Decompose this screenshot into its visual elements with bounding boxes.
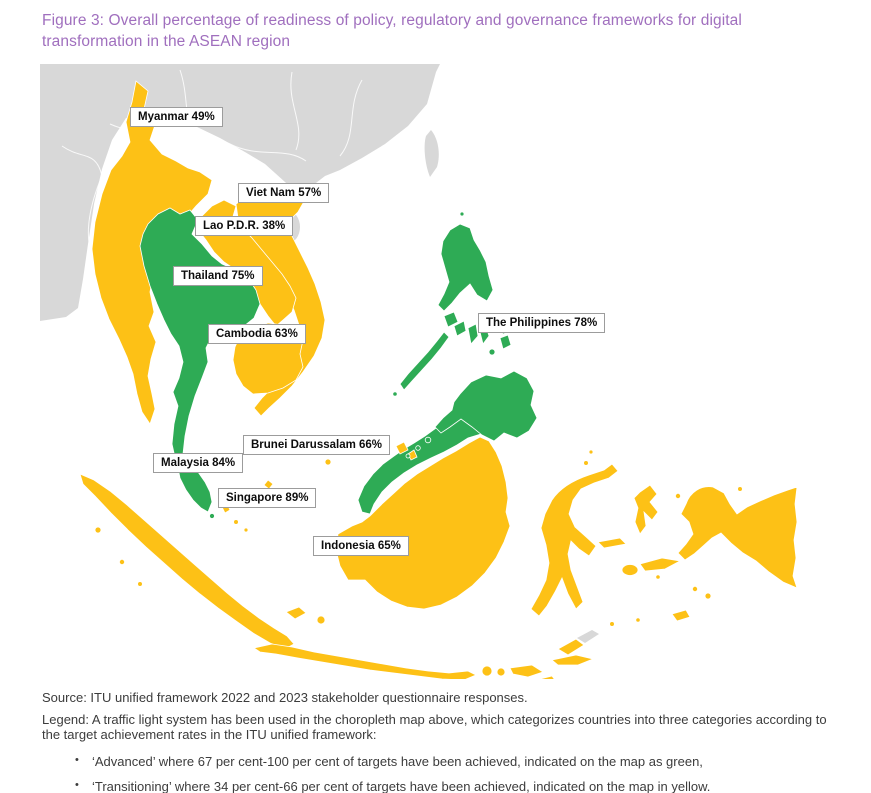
babuyan-island [459, 211, 465, 217]
china-india-shape [40, 64, 440, 321]
java-shape [252, 643, 477, 679]
figure-title: Figure 3: Overall percentage of readines… [42, 12, 742, 50]
taiwan-shape [424, 130, 439, 177]
singapore-shape [209, 513, 215, 519]
source-note: Source: ITU unified framework 2022 and 2… [42, 690, 528, 705]
brunei-shape-2 [407, 449, 418, 461]
seram-shape [639, 557, 682, 572]
balabac-island [392, 391, 398, 397]
babar-island [635, 617, 641, 623]
kalimantan-shape [335, 436, 511, 610]
aru-island [704, 592, 712, 600]
ambon-island [655, 574, 661, 580]
mentawai-island-2 [137, 581, 143, 587]
bangka-shape [285, 606, 307, 620]
mindanao-shape [434, 370, 538, 442]
bali-shape [481, 665, 493, 677]
small-sea-islands [221, 458, 332, 533]
indonesia-west-islands [79, 473, 599, 679]
neighbor-landmass [40, 64, 440, 321]
tanimbar-shape [671, 609, 691, 622]
sumatra-shape [79, 473, 295, 650]
sula-islands-shape [597, 537, 627, 549]
halmahera-shape [633, 484, 659, 535]
sumbawa-shape [509, 664, 544, 678]
country-label-laos: Lao P.D.R. 38% [195, 216, 294, 236]
sangihe-island [583, 460, 589, 466]
legend-bullet-transitioning: • ‘Transitioning’ where 34 per cent-66 p… [42, 779, 844, 793]
country-label-thailand: Thailand 75% [173, 266, 263, 286]
bullet-icon: • [75, 753, 79, 766]
riau-island-3 [243, 527, 249, 533]
indonesia-east-islands [530, 449, 798, 627]
biak-island [737, 486, 743, 492]
province-border-line [339, 79, 363, 157]
flores-shape [551, 654, 595, 666]
legend-bullet-transitioning-text: ‘Transitioning’ where 34 per cent-66 per… [92, 779, 711, 793]
luzon-shape [437, 223, 494, 312]
raja-ampat-island [675, 492, 682, 499]
legend-bullet-advanced: • ‘Advanced’ where 67 per cent-100 per c… [42, 754, 844, 770]
legend-bullet-advanced-text: ‘Advanced’ where 67 per cent-100 per cen… [92, 753, 703, 769]
province-border-line [290, 71, 300, 151]
sulawesi-shape [530, 463, 619, 617]
west-timor-shape [557, 638, 585, 656]
legend-intro: Legend: A traffic light system has been … [42, 711, 827, 743]
asean-choropleth-map: Myanmar 49% Viet Nam 57% Lao P.D.R. 38% … [40, 64, 830, 679]
lombok-shape [496, 667, 506, 677]
wetar-island [609, 621, 615, 627]
province-border-line [61, 145, 103, 255]
country-label-indonesia: Indonesia 65% [313, 536, 409, 556]
natuna-island [324, 458, 332, 466]
country-label-malaysia: Malaysia 84% [153, 453, 244, 473]
figure-footer: Source: ITU unified framework 2022 and 2… [42, 690, 844, 793]
riau-island-2 [233, 519, 239, 525]
country-label-myanmar: Myanmar 49% [130, 107, 223, 127]
map-canvas [40, 64, 798, 679]
country-label-philippines: The Philippines 78% [478, 313, 606, 333]
country-label-vietnam: Viet Nam 57% [238, 183, 330, 203]
sulu-island [424, 436, 432, 444]
sangihe-island-2 [588, 449, 594, 455]
palawan-shape [399, 331, 450, 391]
mindoro-shape [443, 311, 459, 328]
bohol-island [488, 348, 496, 356]
mentawai-island [119, 558, 126, 565]
philippines-archipelago [392, 211, 538, 459]
country-label-cambodia: Cambodia 63% [208, 324, 306, 344]
timor-leste-shape [577, 630, 599, 643]
belitung-shape [316, 615, 326, 625]
sulu-island-2 [415, 445, 421, 451]
kei-island [692, 586, 699, 593]
buru-shape [621, 564, 639, 576]
country-label-singapore: Singapore 89% [218, 488, 317, 508]
nias-island [94, 526, 102, 534]
leyte-shape [499, 334, 512, 350]
papua-shape [677, 486, 798, 589]
sulu-island-3 [405, 453, 411, 459]
sumba-shape [538, 675, 555, 679]
brunei-shape [395, 441, 409, 455]
panay-shape [453, 320, 467, 337]
negros-shape [467, 323, 479, 345]
bullet-icon: • [75, 779, 79, 791]
country-label-brunei: Brunei Darussalam 66% [243, 435, 391, 455]
